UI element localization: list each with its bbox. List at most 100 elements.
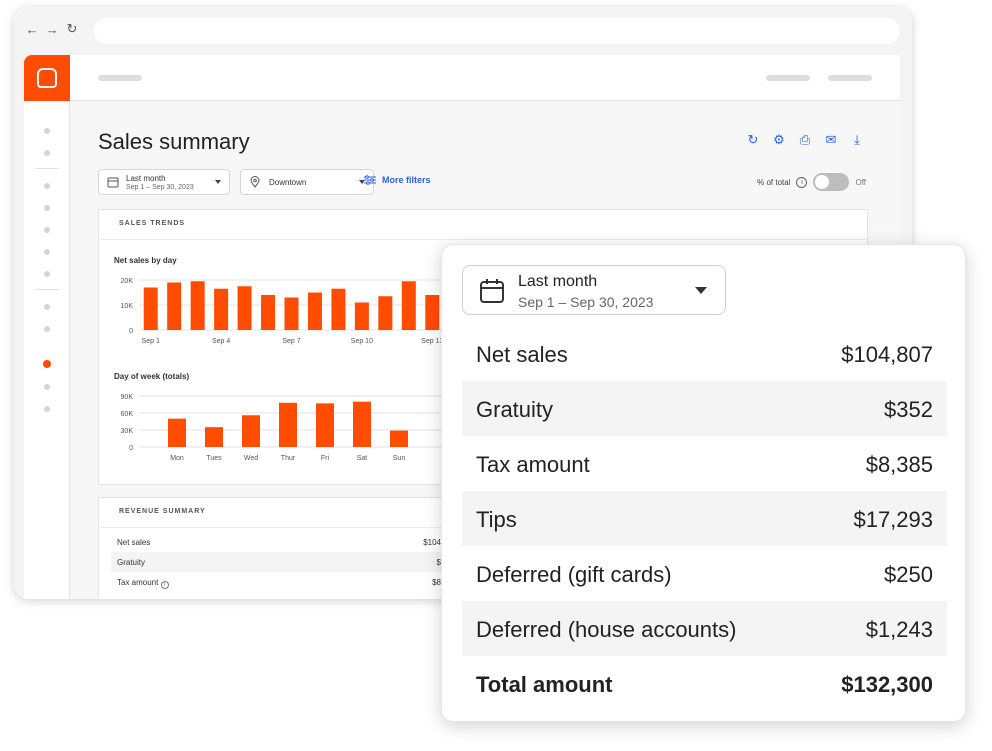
summary-row: Deferred (house accounts) $1,243 [462,601,947,656]
date-range-label: Last month [518,273,598,290]
summary-row-label: Gratuity [476,397,554,422]
x-tick-label: Mon [170,455,184,462]
bar [316,403,334,447]
sidebar-item[interactable] [44,183,50,189]
revenue-row-label: Net sales [117,538,151,547]
toggle-state-label: Off [855,177,866,187]
summary-row-value: $17,293 [853,507,933,532]
sidebar-item[interactable] [44,128,50,134]
summary-row-value: $1,243 [865,617,933,642]
pct-total-control: % of total i Off [757,173,866,191]
revenue-row: Net sales $104 [111,532,441,552]
sidebar-item[interactable] [44,249,50,255]
pct-total-toggle[interactable] [813,173,850,191]
sidebar-item[interactable] [44,406,50,412]
date-range-select[interactable]: Last month Sep 1 – Sep 30, 2023 [462,265,726,315]
sidebar-item-active[interactable] [43,360,51,368]
info-icon[interactable]: i [796,176,808,188]
summary-total-label: Total amount [476,672,613,697]
sidebar-item[interactable] [44,326,50,332]
bar [190,281,205,330]
header-placeholder [828,75,872,81]
x-tick-label: Tues [206,455,222,462]
bar [279,402,297,447]
chevron-down-icon [695,287,707,294]
bar [354,302,369,330]
chevron-down-icon [215,180,221,184]
x-tick-label: Fri [321,455,330,462]
y-tick-label: 10K [121,303,134,310]
page-title: Sales summary [98,129,250,154]
date-filter[interactable]: Last month Sep 1 – Sep 30, 2023 [98,169,230,195]
x-tick-label: Sun [393,455,406,462]
location-filter[interactable]: Downtown [240,169,374,195]
filter-sliders-icon [364,175,376,185]
reload-icon[interactable]: ↻ [66,21,78,36]
bar [378,296,393,330]
email-icon[interactable]: ✉ [825,132,837,147]
sidebar-divider [35,289,59,290]
net-sales-chart-title: Net sales by day [114,256,177,265]
summary-row-value: $8,385 [865,452,933,477]
settings-gear-icon[interactable]: ⚙ [773,132,785,147]
app-logo[interactable] [24,55,70,101]
print-icon[interactable]: ⎙ [799,132,811,147]
x-tick-label: Thur [281,455,296,462]
bar [242,415,260,447]
summary-row: Gratuity $352 [462,381,947,436]
header-placeholder [98,75,142,81]
bar [284,297,299,330]
x-tick-label: Sep 13 [421,338,443,345]
sidebar-item[interactable] [44,227,50,233]
logo-icon [37,68,57,88]
revenue-row: Tax amount i $8 [111,572,441,592]
summary-row-label: Deferred (gift cards) [476,562,672,587]
sidebar-item[interactable] [44,205,50,211]
summary-row: Deferred (gift cards) $250 [462,546,947,601]
summary-row-label: Deferred (house accounts) [476,617,737,642]
back-arrow-icon[interactable]: ← [25,21,39,37]
sidebar-item[interactable] [44,271,50,277]
bar [167,282,182,330]
sidebar-item[interactable] [44,384,50,390]
y-tick-label: 0 [129,328,133,335]
sidebar-item[interactable] [44,150,50,156]
bar [307,292,322,330]
forward-arrow-icon[interactable]: → [45,21,59,37]
summary-row-value: $352 [884,397,933,422]
revenue-row-value: $ [436,558,441,567]
date-filter-label: Last month [126,174,166,183]
summary-row-label: Tax amount [476,452,590,477]
bar [425,295,440,330]
card-divider [99,239,867,240]
revenue-row-value: $104 [423,538,441,547]
x-tick-label: Sep 1 [142,338,160,345]
url-bar[interactable] [94,18,900,44]
bar [401,281,416,330]
page-actions: ↻ ⚙ ⎙ ✉ ⤓ [746,133,864,147]
more-filters-button[interactable]: More filters [364,175,431,185]
sidebar-item[interactable] [44,304,50,310]
location-filter-label: Downtown [269,178,307,187]
summary-row: Net sales $104,807 [462,326,947,381]
sidebar-divider [35,168,59,169]
summary-row: Tax amount $8,385 [462,436,947,491]
sales-trends-header: SALES TRENDS [119,220,186,227]
revenue-summary-header: REVENUE SUMMARY [119,508,206,515]
x-tick-label: Sep 4 [212,338,230,345]
download-icon[interactable]: ⤓ [854,132,860,147]
bar [143,287,158,330]
info-icon[interactable]: i [160,581,169,589]
summary-row-value: $250 [884,562,933,587]
y-tick-label: 20K [121,278,134,285]
chevron-down-icon [359,180,365,184]
bar [390,430,408,447]
revenue-row-value: $8 [432,578,441,587]
revenue-row-label: Tax amount i [117,578,169,589]
net-sales-by-day-chart: 20K 10K 0 Sep 1 Sep 4 Sep 7 Sep 10 Sep 13 [121,278,444,345]
bar [205,427,223,447]
x-tick-label: Sat [357,455,368,462]
day-of-week-chart: 90K 60K 30K 0 Mon Tues Wed Thur Fri Sat Sun [121,394,444,462]
calendar-icon [107,177,119,188]
refresh-icon[interactable]: ↻ [747,132,759,147]
